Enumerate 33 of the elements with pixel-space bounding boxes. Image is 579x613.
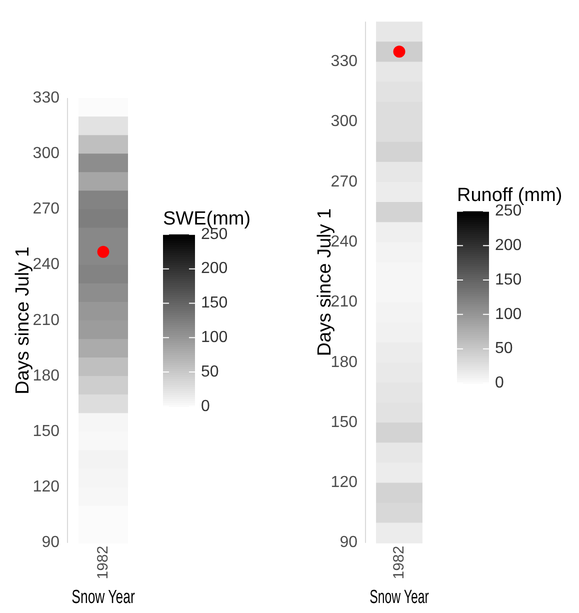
y-tick-label: 120 (330, 474, 358, 492)
y-tick-label: 150 (32, 423, 60, 440)
x-tick-label: 1982 (94, 546, 112, 580)
y-tick-label: 180 (330, 354, 358, 371)
y-tick-label: 270 (330, 173, 358, 190)
color-bar-label: 0 (495, 374, 504, 392)
x-axis-title: Snow Year (370, 586, 430, 608)
y-tick-label: 300 (330, 113, 358, 130)
y-tick-label: 300 (32, 145, 60, 162)
y-tick-label: 330 (330, 53, 358, 70)
color-bar-title: SWE(mm) (163, 208, 251, 230)
y-axis-title: Days since July 1 (12, 246, 34, 394)
color-bar-label: 150 (495, 271, 522, 288)
color-bar-label: 200 (495, 237, 522, 254)
color-bar-label: 50 (495, 340, 513, 358)
x-axis-title: Snow Year (72, 586, 136, 608)
y-tick-label: 90 (340, 534, 358, 552)
y-tick-label: 120 (32, 478, 60, 496)
color-bar-label: 100 (201, 329, 228, 346)
color-bar-label: 100 (495, 306, 522, 323)
y-tick-label: 180 (32, 367, 60, 384)
x-tick-label: 1982 (390, 546, 408, 580)
y-tick-label: 330 (32, 89, 60, 106)
y-tick-label: 210 (32, 312, 60, 329)
color-bar-label: 200 (201, 260, 228, 278)
y-tick-label: 240 (32, 256, 60, 274)
y-tick-label: 90 (42, 534, 60, 552)
color-bar-label: 0 (201, 398, 210, 415)
color-bar-label: 50 (201, 363, 219, 380)
color-bar-label: 150 (201, 294, 228, 312)
y-tick-label: 270 (32, 200, 60, 218)
y-tick-label: 150 (330, 414, 358, 431)
color-bar-label: 250 (495, 202, 522, 220)
